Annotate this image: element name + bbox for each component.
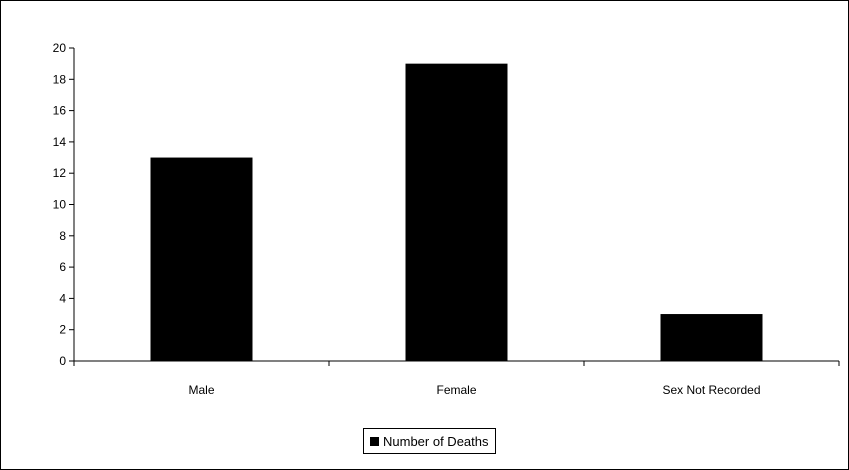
bar-female: [405, 63, 508, 362]
y-tick-label: 14: [53, 135, 67, 149]
x-category-label: Sex Not Recorded: [662, 383, 760, 397]
y-tick-label: 18: [53, 72, 67, 86]
x-category-label: Female: [436, 383, 476, 397]
legend-label: Number of Deaths: [383, 433, 489, 449]
y-tick-label: 0: [59, 354, 66, 368]
bar-male: [150, 157, 253, 361]
y-tick-label: 8: [59, 229, 66, 243]
bar-sex-not-recorded: [660, 314, 763, 361]
legend: Number of Deaths: [363, 428, 496, 454]
x-category-label: Male: [188, 383, 214, 397]
legend-swatch: [370, 436, 379, 446]
y-tick-label: 20: [53, 41, 67, 55]
y-tick-label: 6: [59, 260, 66, 274]
y-tick-label: 16: [53, 104, 67, 118]
y-tick-label: 10: [53, 198, 67, 212]
y-tick-label: 4: [59, 291, 66, 305]
y-tick-label: 2: [59, 323, 66, 337]
y-tick-label: 12: [53, 166, 67, 180]
